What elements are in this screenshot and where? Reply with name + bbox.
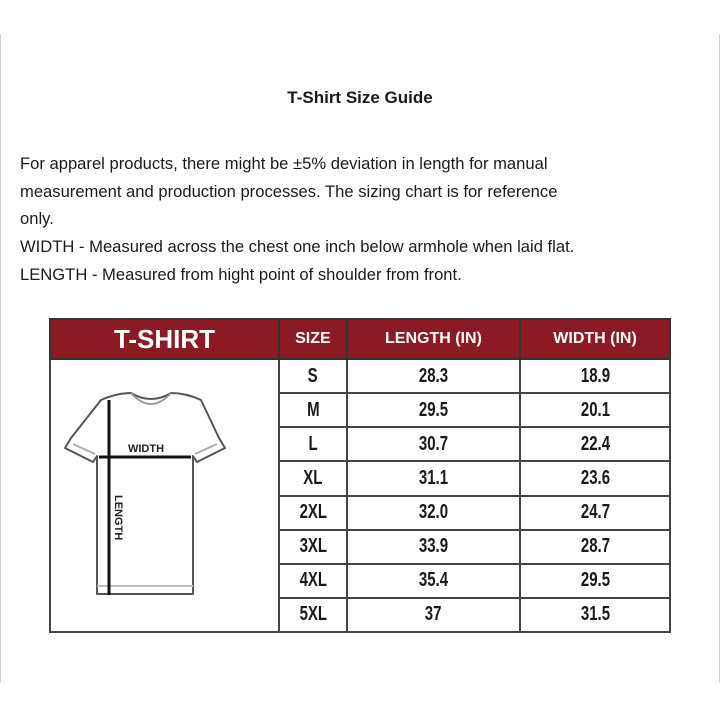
width-value: 23.6 <box>580 466 610 489</box>
cell-width: 24.7 <box>519 494 671 531</box>
header-tshirt: T-SHIRT <box>49 318 280 360</box>
length-value: 31.1 <box>418 466 449 489</box>
length-value: 29.5 <box>418 398 449 421</box>
cell-width: 20.1 <box>519 392 671 429</box>
cell-length: 29.5 <box>345 392 522 429</box>
width-value: 22.4 <box>580 432 610 455</box>
width-label: WIDTH <box>128 443 164 455</box>
table-row: 2XL 32.0 24.7 <box>50 494 671 531</box>
cell-width: 29.5 <box>519 562 671 599</box>
cell-width: 18.9 <box>519 357 671 395</box>
width-value: 24.7 <box>580 501 610 524</box>
tshirt-diagram-icon: WIDTH LENGTH <box>64 392 226 595</box>
description-line: For apparel products, there might be ±5%… <box>20 154 548 173</box>
size-value: 5XL <box>299 603 327 626</box>
cell-size: S <box>278 357 348 395</box>
cell-size: M <box>278 392 348 429</box>
table-row: WIDTH LENGTH S 28.3 18.9 <box>49 357 671 633</box>
width-value: 29.5 <box>580 569 610 592</box>
description-line: only. <box>20 209 54 229</box>
size-value: S <box>307 364 318 387</box>
size-value: XL <box>303 466 323 489</box>
cell-length: 33.9 <box>345 528 522 565</box>
cell-length: 37 <box>345 596 522 634</box>
size-value: 2XL <box>299 501 327 524</box>
cell-size: 3XL <box>278 528 348 565</box>
cell-length: 31.1 <box>345 460 522 497</box>
header-length: LENGTH (IN) <box>345 318 522 360</box>
cell-length: 28.3 <box>345 357 522 395</box>
header-width: WIDTH (IN) <box>519 318 671 360</box>
length-value: 33.9 <box>418 535 449 558</box>
cell-size: 4XL <box>278 562 348 599</box>
width-value: 20.1 <box>580 398 610 421</box>
tshirt-diagram-cell: WIDTH LENGTH <box>49 358 280 633</box>
header-size: SIZE <box>278 318 348 360</box>
cell-width: 22.4 <box>519 426 671 463</box>
cell-size: 2XL <box>278 494 348 531</box>
table-row: M 29.5 20.1 <box>50 392 671 429</box>
cell-size: XL <box>278 460 348 497</box>
table-row: XL 31.1 23.6 <box>50 460 671 497</box>
cell-size: L <box>278 426 348 463</box>
cell-length: 30.7 <box>345 426 522 463</box>
cell-length: 35.4 <box>345 562 522 599</box>
size-value: 4XL <box>299 569 327 592</box>
table-row: 5XL 37 31.5 <box>50 596 671 634</box>
length-label: LENGTH <box>112 495 124 540</box>
length-value: 37 <box>425 603 442 626</box>
description-line: measurement and production processes. Th… <box>20 181 558 201</box>
length-value: 35.4 <box>418 569 449 592</box>
table-row: 4XL 35.4 29.5 <box>50 562 671 599</box>
size-guide-description: For apparel products, there might be ±5%… <box>20 150 710 289</box>
length-value: 28.3 <box>418 364 449 387</box>
cell-size: 5XL <box>278 596 348 634</box>
description-line: WIDTH - Measured across the chest one in… <box>20 237 575 257</box>
cell-length: 32.0 <box>345 494 522 531</box>
cell-width: 28.7 <box>519 528 671 565</box>
width-value: 18.9 <box>580 364 610 387</box>
table-header-row: T-SHIRT SIZE LENGTH (IN) WIDTH (IN) <box>49 318 671 360</box>
size-value: M <box>306 398 320 421</box>
size-chart-table: T-SHIRT SIZE LENGTH (IN) WIDTH (IN) <box>49 318 671 634</box>
width-value: 31.5 <box>580 603 610 626</box>
length-value: 30.7 <box>418 432 449 455</box>
page-title: T-Shirt Size Guide <box>287 88 433 107</box>
table-row: 3XL 33.9 28.7 <box>50 528 671 565</box>
width-value: 28.7 <box>580 535 610 558</box>
size-value: L <box>308 432 318 455</box>
cell-width: 23.6 <box>519 460 671 497</box>
table-row: L 30.7 22.4 <box>50 426 671 463</box>
length-value: 32.0 <box>418 501 449 524</box>
size-value: 3XL <box>299 535 327 558</box>
cell-width: 31.5 <box>519 596 671 634</box>
description-line: LENGTH - Measured from hight point of sh… <box>20 264 462 284</box>
